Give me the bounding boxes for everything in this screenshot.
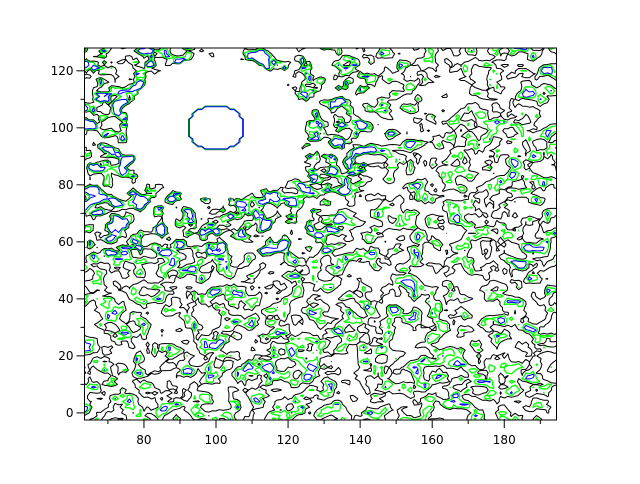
x-tick-label: 120	[277, 433, 300, 447]
y-tick-label: 80	[58, 178, 73, 192]
x-tick-label: 180	[493, 433, 516, 447]
y-tick-label: 120	[51, 64, 74, 78]
contour-lines	[84, 48, 557, 420]
y-axis: 0 20 40 60 80 100 120	[51, 64, 85, 420]
plot-frame	[84, 47, 557, 421]
x-axis: 80 100 120 140 160 180	[107, 420, 541, 447]
x-tick-label: 100	[205, 433, 228, 447]
y-tick-label: 20	[58, 349, 73, 363]
x-tick-label: 160	[421, 433, 444, 447]
y-tick-label: 40	[58, 292, 73, 306]
y-tick-label: 100	[51, 121, 74, 135]
contour-level-3	[84, 48, 557, 420]
x-tick-label: 80	[136, 433, 151, 447]
contour-level-2	[84, 48, 557, 420]
y-tick-label: 0	[66, 406, 74, 420]
y-tick-label: 60	[58, 235, 73, 249]
x-tick-label: 140	[349, 433, 372, 447]
contour-level-1	[84, 48, 557, 420]
